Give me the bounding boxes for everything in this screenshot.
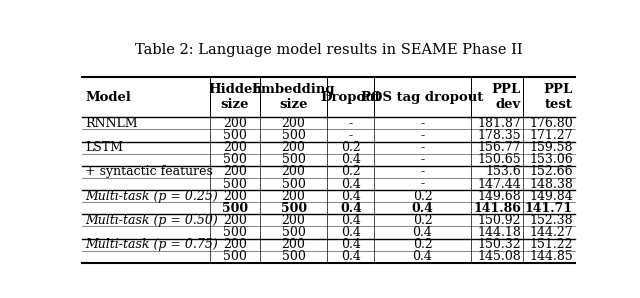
Text: 200: 200 (282, 214, 305, 227)
Text: 150.65: 150.65 (477, 153, 521, 166)
Text: 150.32: 150.32 (477, 238, 521, 251)
Text: 156.77: 156.77 (477, 141, 521, 154)
Text: 500: 500 (223, 153, 247, 166)
Text: PPL
test: PPL test (544, 83, 573, 111)
Text: 149.68: 149.68 (477, 190, 521, 203)
Text: 148.38: 148.38 (529, 178, 573, 190)
Text: 0.4: 0.4 (413, 226, 433, 239)
Text: 0.4: 0.4 (340, 202, 362, 215)
Text: 0.2: 0.2 (341, 165, 361, 179)
Text: 500: 500 (282, 129, 305, 142)
Text: 159.58: 159.58 (529, 141, 573, 154)
Text: 0.4: 0.4 (341, 214, 361, 227)
Text: 0.4: 0.4 (341, 153, 361, 166)
Text: -: - (420, 129, 424, 142)
Text: 181.87: 181.87 (477, 117, 521, 130)
Text: 150.92: 150.92 (477, 214, 521, 227)
Text: -: - (420, 165, 424, 179)
Text: 0.4: 0.4 (341, 250, 361, 263)
Text: 200: 200 (223, 141, 247, 154)
Text: 200: 200 (282, 117, 305, 130)
Text: 200: 200 (282, 238, 305, 251)
Text: 0.4: 0.4 (341, 190, 361, 203)
Text: 141.86: 141.86 (473, 202, 521, 215)
Text: 0.2: 0.2 (413, 190, 433, 203)
Text: 500: 500 (282, 226, 305, 239)
Text: 149.84: 149.84 (529, 190, 573, 203)
Text: 178.35: 178.35 (477, 129, 521, 142)
Text: 144.18: 144.18 (477, 226, 521, 239)
Text: 500: 500 (282, 250, 305, 263)
Text: 200: 200 (282, 165, 305, 179)
Text: RNNLM: RNNLM (86, 117, 138, 130)
Text: 152.66: 152.66 (529, 165, 573, 179)
Text: 500: 500 (282, 153, 305, 166)
Text: 500: 500 (280, 202, 307, 215)
Text: 500: 500 (223, 129, 247, 142)
Text: LSTM: LSTM (86, 141, 124, 154)
Text: -: - (349, 129, 353, 142)
Text: 500: 500 (223, 250, 247, 263)
Text: 200: 200 (223, 238, 247, 251)
Text: 145.08: 145.08 (477, 250, 521, 263)
Text: Embedding
size: Embedding size (252, 83, 335, 111)
Text: 144.85: 144.85 (529, 250, 573, 263)
Text: 153.06: 153.06 (529, 153, 573, 166)
Text: Model: Model (86, 91, 131, 104)
Text: 200: 200 (223, 165, 247, 179)
Text: 0.4: 0.4 (341, 238, 361, 251)
Text: 0.4: 0.4 (341, 226, 361, 239)
Text: 200: 200 (282, 190, 305, 203)
Text: -: - (420, 141, 424, 154)
Text: 176.80: 176.80 (529, 117, 573, 130)
Text: 153.6: 153.6 (485, 165, 521, 179)
Text: 500: 500 (282, 178, 305, 190)
Text: Dropout: Dropout (321, 91, 381, 104)
Text: Table 2: Language model results in SEAME Phase II: Table 2: Language model results in SEAME… (135, 43, 522, 57)
Text: POS tag dropout: POS tag dropout (362, 91, 484, 104)
Text: 500: 500 (223, 226, 247, 239)
Text: 0.2: 0.2 (341, 141, 361, 154)
Text: 144.27: 144.27 (529, 226, 573, 239)
Text: Multi-task (p = 0.75): Multi-task (p = 0.75) (86, 238, 218, 251)
Text: 0.4: 0.4 (341, 178, 361, 190)
Text: 500: 500 (222, 202, 248, 215)
Text: Multi-task (p = 0.25): Multi-task (p = 0.25) (86, 190, 218, 203)
Text: 200: 200 (282, 141, 305, 154)
Text: Hidden
size: Hidden size (208, 83, 262, 111)
Text: 200: 200 (223, 190, 247, 203)
Text: 0.2: 0.2 (413, 214, 433, 227)
Text: 152.38: 152.38 (529, 214, 573, 227)
Text: 200: 200 (223, 214, 247, 227)
Text: 0.2: 0.2 (413, 238, 433, 251)
Text: + syntactic features: + syntactic features (86, 165, 213, 179)
Text: 0.4: 0.4 (412, 202, 433, 215)
Text: -: - (420, 153, 424, 166)
Text: 141.71: 141.71 (525, 202, 573, 215)
Text: Multi-task (p = 0.50): Multi-task (p = 0.50) (86, 214, 218, 227)
Text: 171.27: 171.27 (529, 129, 573, 142)
Text: PPL
dev: PPL dev (492, 83, 521, 111)
Text: -: - (420, 178, 424, 190)
Text: -: - (349, 117, 353, 130)
Text: 147.44: 147.44 (477, 178, 521, 190)
Text: 500: 500 (223, 178, 247, 190)
Text: -: - (420, 117, 424, 130)
Text: 200: 200 (223, 117, 247, 130)
Text: 151.22: 151.22 (529, 238, 573, 251)
Text: 0.4: 0.4 (413, 250, 433, 263)
